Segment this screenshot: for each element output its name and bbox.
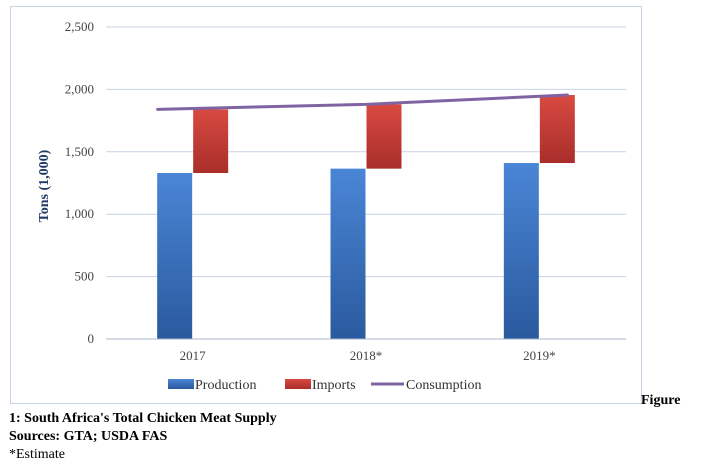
consumption-line (156, 93, 569, 111)
legend-label-imports: Imports (312, 378, 356, 393)
y-tick-label: 0 (88, 331, 95, 346)
caption-title: 1: South Africa's Total Chicken Meat Sup… (9, 411, 277, 426)
x-tick-label: 2017 (180, 348, 207, 363)
y-tick-label: 500 (75, 269, 95, 284)
production-bar (330, 168, 366, 339)
caption-note: *Estimate (9, 447, 65, 462)
caption-sources: Sources: GTA; USDA FAS (9, 429, 168, 444)
bars (157, 95, 575, 339)
imports-bar (366, 104, 402, 169)
x-tick-label: 2019* (523, 348, 556, 363)
legend-label-consumption: Consumption (406, 378, 481, 393)
axes: 0 500 1,000 1,500 2,000 2,500 2017 2018* 2019* (65, 19, 626, 363)
y-tick-label: 2,500 (65, 19, 94, 34)
x-tick-label: 2018* (350, 348, 383, 363)
legend-swatch-production (168, 379, 194, 389)
y-axis-label: Tons (1,000) (37, 149, 52, 222)
legend-swatch-imports (285, 379, 311, 389)
imports-bar (193, 109, 229, 174)
gridlines (106, 26, 626, 278)
y-tick-label: 1,500 (65, 144, 94, 159)
figure-label: Figure (641, 393, 681, 408)
production-bar (503, 163, 539, 339)
y-tick-label: 2,000 (65, 81, 94, 96)
chart-frame (10, 6, 642, 404)
imports-bar (539, 95, 575, 164)
figure-caption: 1: South Africa's Total Chicken Meat Sup… (9, 410, 277, 464)
consumption-line-layer (156, 93, 569, 111)
legend-label-production: Production (195, 378, 256, 393)
y-tick-label: 1,000 (65, 206, 94, 221)
production-bar (157, 173, 193, 339)
legend: Production Imports Consumption (168, 378, 481, 393)
